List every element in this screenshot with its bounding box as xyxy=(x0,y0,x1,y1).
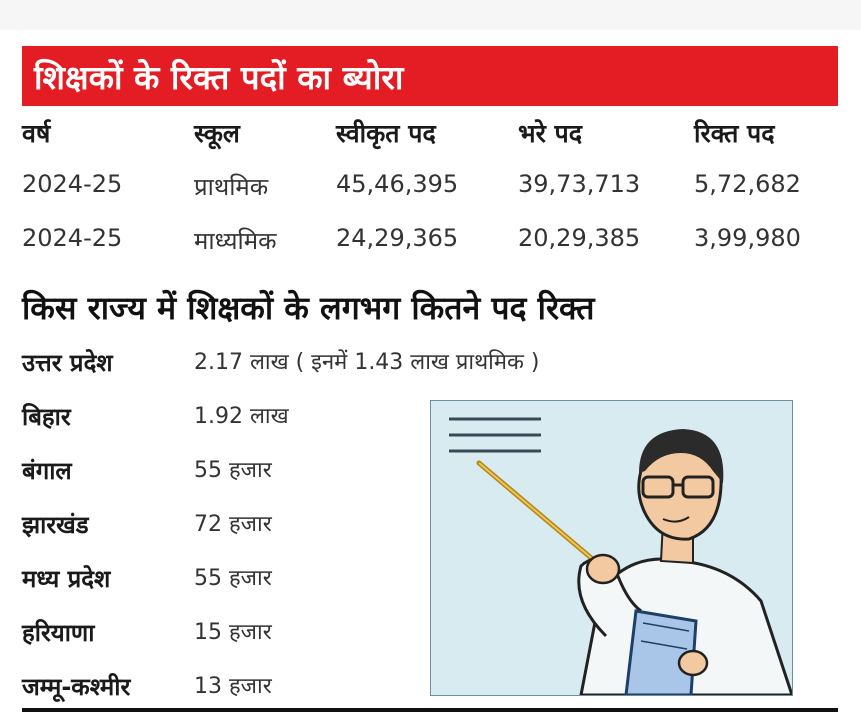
state-value: 15 हजार xyxy=(194,620,272,645)
header-year: वर्ष xyxy=(22,119,51,148)
teacher-hand xyxy=(585,553,621,585)
book-line xyxy=(640,640,688,650)
list-item: मध्य प्रदेश 55 हजार xyxy=(22,562,442,602)
book xyxy=(624,609,698,695)
faded-top-strip xyxy=(0,0,861,30)
state-name: बिहार xyxy=(22,403,71,431)
pointer-highlight xyxy=(478,462,610,574)
table-row: 2024-25 माध्यमिक 24,29,365 20,29,385 3,9… xyxy=(22,224,838,264)
teacher-drawing xyxy=(449,417,792,695)
cell-vacant: 3,99,980 xyxy=(694,224,801,252)
table-title-banner: शिक्षकों के रिक्त पदों का ब्योरा xyxy=(22,46,838,106)
cell-school: प्राथमिक xyxy=(194,173,269,201)
header-sanctioned: स्वीकृत पद xyxy=(336,119,436,148)
state-value: 72 हजार xyxy=(194,512,272,537)
cell-filled: 39,73,713 xyxy=(518,170,641,198)
state-name: मध्य प्रदेश xyxy=(22,565,111,593)
state-name: बंगाल xyxy=(22,457,72,485)
teacher-other-hand xyxy=(677,649,709,677)
state-value: 13 हजार xyxy=(194,674,272,699)
list-item: उत्तर प्रदेश 2.17 लाख ( इनमें 1.43 लाख प… xyxy=(22,346,622,386)
table-header-row: वर्ष स्कूल स्वीकृत पद भरे पद रिक्त पद xyxy=(22,116,838,156)
cell-year: 2024-25 xyxy=(22,170,123,198)
list-item: बिहार 1.92 लाख xyxy=(22,400,442,440)
teacher-mouth xyxy=(662,516,690,523)
glasses-left xyxy=(641,475,675,499)
state-value: 1.92 लाख xyxy=(194,404,289,429)
state-value: 55 हजार xyxy=(194,458,272,483)
state-name: जम्मू-कश्मीर xyxy=(22,673,131,701)
state-name: झारखंड xyxy=(22,511,89,539)
state-name: हरियाणा xyxy=(22,619,95,647)
teacher-illustration xyxy=(430,400,793,696)
table-title: शिक्षकों के रिक्त पदों का ब्योरा xyxy=(34,58,404,97)
state-value: 2.17 लाख ( इनमें 1.43 लाख प्राथमिक ) xyxy=(194,350,540,375)
header-vacant: रिक्त पद xyxy=(694,119,775,148)
cell-sanctioned: 45,46,395 xyxy=(336,170,459,198)
list-item: झारखंड 72 हजार xyxy=(22,508,442,548)
list-item: जम्मू-कश्मीर 13 हजार xyxy=(22,670,442,710)
header-filled: भरे पद xyxy=(518,119,582,148)
cell-filled: 20,29,385 xyxy=(518,224,641,252)
header-school: स्कूल xyxy=(194,119,240,148)
book-line xyxy=(642,622,690,632)
teacher-hair xyxy=(639,429,724,483)
state-name: उत्तर प्रदेश xyxy=(22,349,113,377)
cell-sanctioned: 24,29,365 xyxy=(336,224,459,252)
cell-year: 2024-25 xyxy=(22,224,123,252)
cell-vacant: 5,72,682 xyxy=(694,170,801,198)
state-value: 55 हजार xyxy=(194,566,272,591)
bottom-divider xyxy=(22,708,838,712)
state-section-title: किस राज्य में शिक्षकों के लगभग कितने पद … xyxy=(22,289,595,327)
table-row: 2024-25 प्राथमिक 45,46,395 39,73,713 5,7… xyxy=(22,170,838,210)
list-item: बंगाल 55 हजार xyxy=(22,454,442,494)
glasses-right xyxy=(681,475,715,499)
cell-school: माध्यमिक xyxy=(194,227,277,255)
list-item: हरियाणा 15 हजार xyxy=(22,616,442,656)
